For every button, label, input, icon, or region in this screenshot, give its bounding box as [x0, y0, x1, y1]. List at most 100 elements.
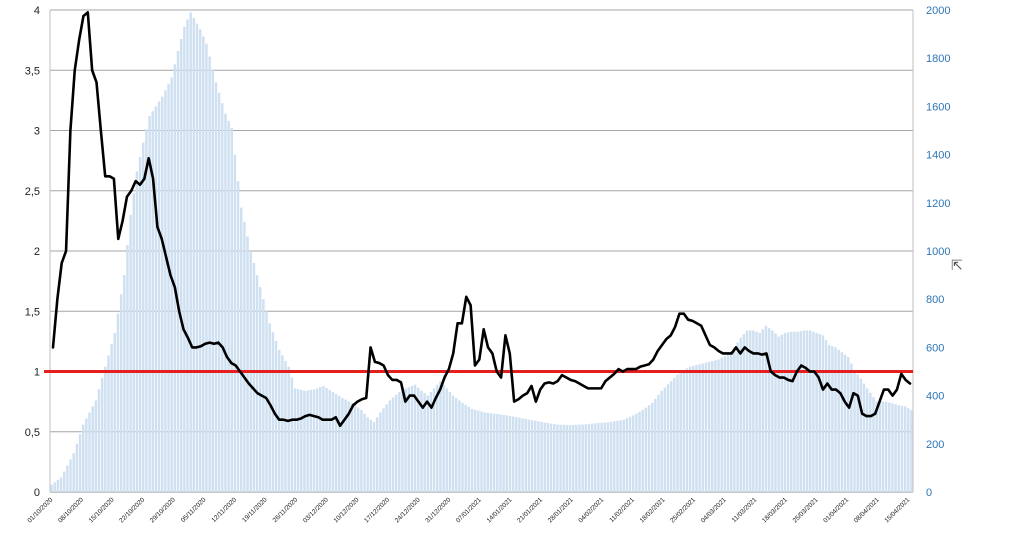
bar: [897, 405, 900, 492]
x-tick-label: 14/01/2021: [486, 496, 514, 524]
bar: [186, 19, 189, 492]
bar: [666, 384, 670, 492]
bar: [730, 351, 733, 492]
bar: [85, 418, 88, 492]
bar: [110, 344, 113, 492]
bar: [426, 395, 429, 492]
bar: [635, 413, 638, 492]
bar: [322, 385, 325, 492]
bar: [723, 356, 727, 492]
bar: [300, 389, 303, 492]
bar: [859, 378, 863, 492]
bar: [198, 29, 202, 493]
bar: [391, 397, 395, 492]
bar: [638, 411, 641, 492]
x-tick-label: 03/12/2020: [302, 496, 330, 524]
bar: [707, 361, 711, 492]
bar: [881, 401, 885, 493]
bar: [328, 389, 331, 492]
bar: [767, 328, 771, 492]
bar: [350, 402, 354, 492]
bar: [394, 394, 398, 492]
bar: [701, 363, 705, 492]
bar: [420, 390, 423, 492]
bar: [850, 363, 853, 492]
bar: [679, 371, 682, 492]
bar: [467, 406, 471, 492]
bar: [69, 459, 72, 492]
bar: [733, 347, 736, 492]
bar: [214, 82, 218, 493]
bar: [884, 401, 888, 493]
bar: [306, 390, 309, 492]
bar: [123, 275, 126, 492]
x-tick-label: 10/12/2020: [333, 496, 361, 524]
bar: [622, 419, 625, 492]
bar: [363, 413, 366, 492]
bar: [319, 387, 322, 492]
bar: [831, 346, 834, 492]
bar: [94, 400, 98, 492]
bar: [809, 330, 812, 492]
bar: [515, 417, 518, 492]
bar: [552, 424, 556, 492]
bar: [293, 388, 297, 492]
left-tick-label: 0: [34, 487, 40, 499]
bar: [764, 325, 768, 492]
bar: [176, 50, 180, 492]
bar: [268, 323, 271, 492]
right-tick-label: 200: [926, 439, 944, 451]
bar: [837, 349, 840, 492]
bar: [227, 120, 230, 493]
bar: [401, 390, 404, 492]
bar: [50, 484, 53, 492]
bar: [451, 395, 455, 492]
bar: [587, 423, 591, 492]
x-tick-label: 01/04/2021: [822, 496, 850, 524]
x-tick-label: 11/03/2021: [731, 496, 759, 524]
bar: [549, 423, 553, 492]
bar: [470, 408, 474, 492]
left-tick-label: 3,5: [25, 65, 40, 77]
x-tick-label: 28/01/2021: [547, 496, 575, 524]
bar: [107, 355, 110, 492]
bar: [846, 357, 850, 492]
bar: [758, 332, 761, 492]
x-tick-label: 21/01/2021: [516, 496, 544, 524]
bar: [179, 38, 183, 493]
bar: [167, 83, 170, 492]
bar: [840, 352, 844, 492]
bar: [865, 388, 869, 492]
bar: [540, 421, 543, 492]
bar: [53, 482, 56, 492]
bar: [142, 142, 145, 493]
bar: [669, 381, 673, 492]
bar: [799, 331, 803, 492]
bar: [625, 418, 629, 492]
bar: [907, 408, 910, 492]
x-tick-label: 22/10/2020: [118, 496, 146, 524]
right-tick-label: 600: [926, 342, 944, 354]
x-tick-label: 19/11/2020: [241, 496, 269, 524]
bar: [331, 391, 335, 492]
bar-series: [50, 12, 913, 493]
bar: [647, 405, 651, 492]
bar: [88, 412, 91, 492]
bar: [246, 236, 249, 492]
bar: [265, 311, 268, 492]
bar: [492, 413, 496, 492]
bar: [170, 77, 173, 492]
left-axis: 0 0,5 1 1,5 2 2,5 3 3,5 4: [25, 5, 40, 499]
bar: [100, 377, 104, 492]
bar: [486, 412, 490, 492]
right-tick-label: 1800: [926, 53, 950, 65]
x-tick-label: 11/02/2021: [608, 496, 636, 524]
x-tick-label: 18/03/2021: [761, 496, 789, 524]
line-path: [51, 11, 912, 428]
x-tick-label: 01/10/2020: [26, 496, 54, 524]
x-tick-label: 08/10/2020: [57, 496, 85, 524]
bar: [240, 207, 243, 492]
bar: [236, 181, 240, 493]
bar: [581, 424, 584, 492]
